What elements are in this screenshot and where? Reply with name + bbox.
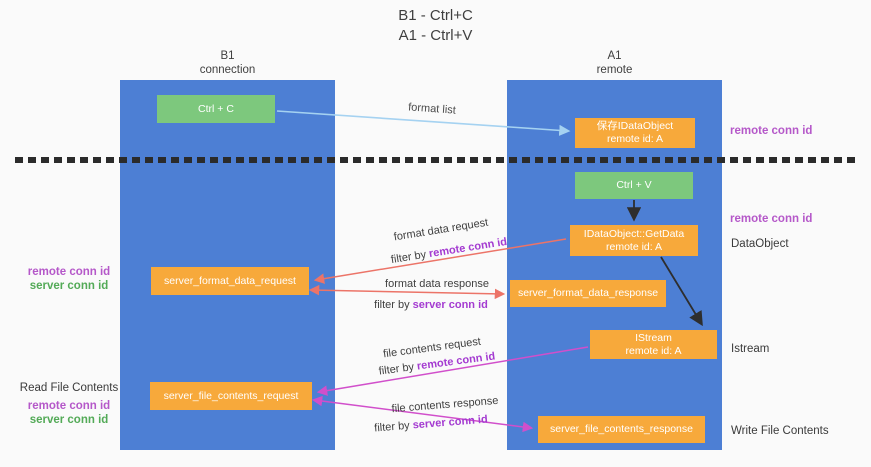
server-format-data-response-box: server_format_data_response: [510, 280, 666, 307]
diagram-title: B1 - Ctrl+C A1 - Ctrl+V: [0, 6, 871, 46]
istream-box: IStream remote id: A: [590, 330, 717, 359]
flow-filter-format-data-response: filter by server conn id: [374, 299, 488, 311]
arrow-format-data-response: [308, 284, 506, 300]
left-label-group-file: Read File Contents remote conn id server…: [14, 381, 124, 427]
column-a1-name: A1: [607, 50, 622, 62]
server-format-data-request-label: server_format_data_request: [164, 274, 296, 287]
right-label-remote-conn-id-mid: remote conn id: [730, 213, 813, 225]
save-idataobject-line1: 保存IDataObject: [596, 120, 674, 132]
right-label-istream: Istream: [731, 343, 770, 355]
flow-label-format-list: format list: [407, 101, 457, 117]
server-file-contents-response-label: server_file_contents_response: [549, 423, 693, 435]
left-label-remote-conn-id-bottom: remote conn id: [27, 400, 111, 412]
column-b1-name: B1: [220, 50, 235, 62]
title-line-2: A1 - Ctrl+V: [398, 27, 473, 44]
column-a1-subtitle: remote: [596, 64, 633, 76]
flow-label-format-data-request: format data request: [392, 216, 490, 244]
left-label-server-conn-id-top: server conn id: [29, 280, 109, 292]
server-file-contents-request-label: server_file_contents_request: [163, 389, 299, 402]
flow-label-file-contents-response: file contents response: [391, 394, 499, 416]
left-label-remote-conn-id-top: remote conn id: [27, 266, 111, 278]
right-label-write-file-contents: Write File Contents: [731, 425, 829, 437]
right-label-remote-conn-id-top: remote conn id: [730, 125, 813, 137]
filter-by-text: filter by: [378, 360, 418, 378]
column-header-b1: B1 connection: [120, 49, 335, 77]
right-label-dataobject: DataObject: [731, 238, 789, 250]
filter-key-remote-conn-id: remote conn id: [428, 235, 508, 261]
left-label-group-format: remote conn id server conn id: [14, 265, 124, 293]
flow-label-format-data-response: format data response: [385, 278, 489, 290]
column-header-a1: A1 remote: [507, 49, 722, 77]
save-idataobject-box: 保存IDataObject remote id: A: [575, 118, 695, 148]
left-label-read-file-contents: Read File Contents: [19, 382, 119, 394]
session-divider-dashed-line: [15, 157, 855, 163]
ctrl-c-label: Ctrl + C: [198, 102, 234, 115]
filter-key-server-conn-id: server conn id: [412, 299, 488, 311]
ctrl-v-label: Ctrl + V: [616, 179, 652, 191]
flow-filter-file-contents-response: filter by server conn id: [374, 414, 488, 435]
idataobject-getdata-box: IDataObject::GetData remote id: A: [570, 225, 698, 256]
server-file-contents-response-box: server_file_contents_response: [538, 416, 705, 443]
idataobject-getdata-line1: IDataObject::GetData: [583, 227, 685, 240]
left-label-server-conn-id-bottom: server conn id: [29, 414, 109, 426]
save-idataobject-line2: remote id: A: [606, 133, 664, 145]
ctrl-v-box: Ctrl + V: [575, 172, 693, 199]
istream-line2: remote id: A: [625, 344, 682, 357]
filter-by-text: filter by: [390, 248, 431, 267]
column-b1-subtitle: connection: [199, 64, 256, 76]
idataobject-getdata-line2: remote id: A: [605, 240, 663, 253]
istream-line1: IStream: [635, 331, 672, 344]
filter-by-text: filter by: [374, 299, 413, 311]
title-line-1: B1 - Ctrl+C: [398, 7, 473, 24]
server-file-contents-request-box: server_file_contents_request: [150, 382, 312, 410]
filter-key-server-conn-id: server conn id: [412, 413, 489, 432]
server-format-data-request-box: server_format_data_request: [151, 267, 309, 295]
filter-by-text: filter by: [373, 419, 414, 435]
ctrl-c-box: Ctrl + C: [157, 95, 275, 123]
server-format-data-response-label: server_format_data_response: [517, 287, 659, 299]
